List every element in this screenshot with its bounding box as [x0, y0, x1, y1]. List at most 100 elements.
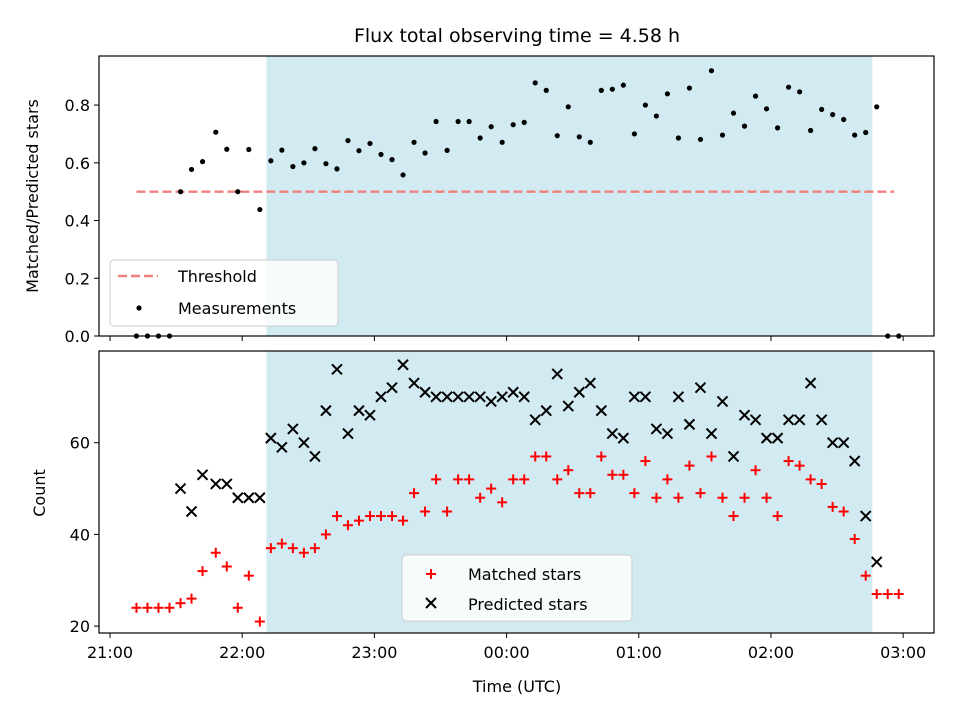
plot-frame — [98, 55, 935, 337]
x-b — [430, 391, 442, 403]
matched-star-point — [827, 501, 838, 512]
predicted-star-point — [232, 492, 244, 504]
matched-star-point — [331, 511, 342, 522]
x-b — [265, 432, 277, 444]
x-tick-label: 01:00 — [616, 643, 662, 662]
matched-star-point — [442, 506, 453, 517]
measurement-point — [587, 139, 593, 145]
matched-star-point — [629, 488, 640, 499]
predicted-star-point — [683, 418, 696, 431]
measurement-point — [686, 85, 693, 91]
predicted-star-point — [661, 427, 674, 440]
predicted-star-point — [254, 492, 266, 504]
matched-star-point — [420, 506, 431, 517]
x-b — [650, 423, 663, 435]
matched-star-point — [453, 474, 464, 485]
matched-star-point — [651, 492, 662, 503]
matched-star-point — [673, 492, 684, 503]
x-b — [364, 409, 376, 421]
matched-star-point — [475, 492, 486, 503]
matched-star-point — [298, 547, 309, 558]
x-b — [793, 414, 806, 426]
measurement-point — [345, 137, 351, 144]
x-b — [353, 404, 365, 417]
top-subplot: 0.0 0.2 0.4 0.6 0.8 Threshold Measurements — [65, 55, 935, 346]
measurement-point — [188, 166, 195, 173]
measurement-point — [177, 189, 184, 195]
matched-star-point — [761, 492, 772, 503]
measurement-point — [863, 129, 869, 136]
matched-star-point — [552, 474, 563, 485]
predicted-star-point — [342, 427, 354, 440]
measurement-point — [598, 87, 604, 93]
predicted-star-point — [243, 492, 255, 504]
measurement-point — [488, 124, 494, 130]
x-b — [496, 391, 508, 403]
predicted-star-point — [672, 391, 685, 403]
matched-star-point — [342, 520, 353, 531]
matched-star-point — [541, 451, 552, 462]
x-b — [287, 423, 299, 435]
measurement-point — [224, 146, 230, 152]
measurement-point — [819, 106, 825, 113]
measurement-point — [874, 104, 880, 110]
matched-star-point — [739, 492, 750, 503]
matched-star-point — [243, 570, 254, 581]
matched-star-point — [210, 547, 221, 558]
matched-star-point — [805, 474, 816, 485]
predicted-star-point — [419, 386, 431, 398]
measurement-point — [631, 131, 637, 137]
measurement-point — [697, 136, 704, 143]
x-b — [683, 418, 696, 431]
x-b — [771, 432, 784, 444]
matched-star-point — [197, 566, 208, 577]
predicted-star-point — [859, 510, 872, 522]
matched-star-point — [618, 469, 629, 480]
predicted-star-point — [771, 432, 784, 444]
measurement-point — [279, 147, 285, 153]
measurement-point — [653, 113, 660, 119]
matched-star-point — [186, 593, 197, 604]
x-b — [452, 391, 464, 403]
predicted-star-point — [595, 404, 608, 417]
matched-star-point — [464, 474, 475, 485]
predicted-star-point — [364, 409, 376, 421]
x-b — [606, 427, 619, 440]
predicted-star-point — [452, 391, 464, 403]
matched-star-point — [585, 488, 596, 499]
predicted-star-point — [617, 432, 630, 444]
measurement-point — [521, 119, 527, 125]
x-b — [551, 368, 563, 380]
predicted-star-point — [551, 368, 563, 380]
x-b — [661, 427, 674, 440]
predicted-star-point — [320, 404, 332, 417]
x-b — [174, 482, 187, 495]
predicted-star-point — [174, 482, 187, 495]
matched-star-point — [175, 598, 186, 609]
bottom-subplot: 20 40 60 21:00 22:00 23:00 00:00 01:00 02:00 03:0… — [70, 350, 935, 662]
measurement-point — [785, 84, 792, 90]
measurement-point — [235, 189, 241, 195]
matched-star-point — [164, 602, 175, 613]
measurement-point — [268, 158, 274, 164]
y-tick-label: 60 — [70, 434, 90, 453]
predicted-star-point — [562, 400, 574, 412]
predicted-star-point — [573, 386, 585, 398]
predicted-star-point — [463, 391, 475, 403]
x-b — [859, 510, 872, 522]
measurement-point — [642, 102, 648, 108]
measurement-point — [444, 147, 450, 153]
predicted-star-point — [221, 478, 233, 490]
x-tick-label: 00:00 — [484, 643, 530, 662]
measurement-point — [532, 80, 538, 86]
x-b — [540, 404, 552, 417]
legend-threshold-label: Threshold — [177, 267, 257, 286]
x-b — [185, 505, 198, 518]
y-tick-label: 0.8 — [65, 96, 90, 115]
matched-star-point — [131, 602, 142, 613]
x-tick-label: 03:00 — [880, 643, 926, 662]
measurement-point — [752, 93, 759, 99]
matched-star-point — [508, 474, 519, 485]
measurement-point — [609, 86, 615, 92]
matched-star-point — [607, 469, 618, 480]
